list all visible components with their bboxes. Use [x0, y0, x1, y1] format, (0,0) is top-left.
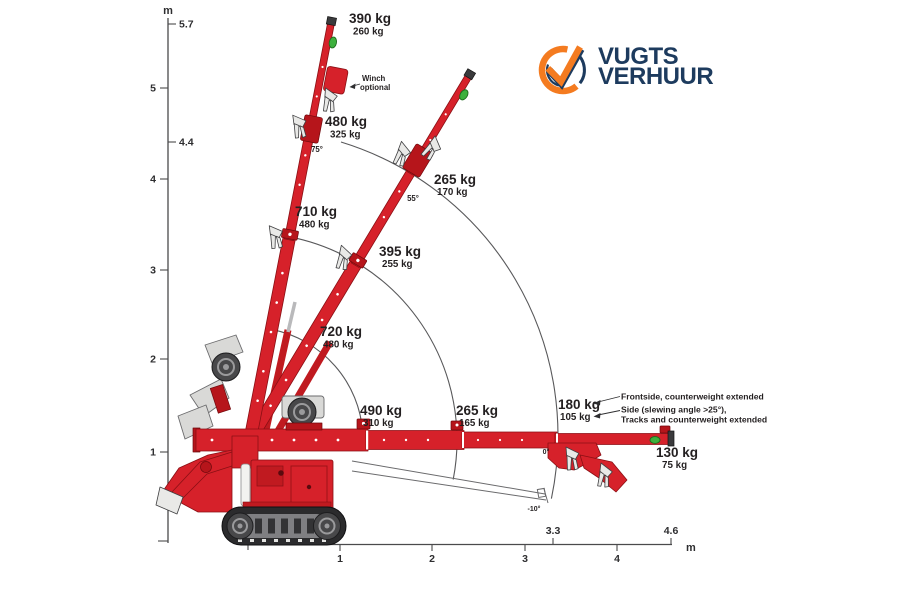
load-main-265-top: 265 kg — [434, 172, 476, 187]
angle-m10: -10° — [528, 505, 541, 513]
y-tick-3: 3 — [150, 265, 156, 277]
tracks — [221, 501, 347, 546]
winch-note: Winch optional — [349, 74, 390, 92]
x-tick-3: 3 — [522, 553, 528, 565]
logo-line1: VUGTS — [598, 43, 679, 70]
body — [250, 459, 334, 515]
x-tick-1: 1 — [337, 553, 343, 565]
y-tick-1: 1 — [150, 447, 156, 459]
load-sub-480b: 480 kg — [323, 340, 354, 351]
crane-base — [155, 435, 347, 546]
load-main-480: 480 kg — [325, 114, 367, 129]
load-main-720: 720 kg — [320, 324, 362, 339]
stowed-attachment — [177, 334, 244, 440]
vugts-verhuur-logo: VUGTS VERHUUR — [536, 40, 714, 98]
winch-note-line1: Winch — [362, 74, 386, 83]
load-main-180: 180 kg — [558, 397, 600, 412]
boom-75deg — [241, 15, 349, 443]
reach-arc-outer — [340, 141, 559, 499]
load-sub-165: 165 kg — [459, 418, 490, 429]
load-main-390: 390 kg — [349, 11, 391, 26]
load-sub-480a: 480 kg — [299, 220, 330, 231]
load-main-395: 395 kg — [379, 244, 421, 259]
load-main-490: 490 kg — [360, 403, 402, 418]
main-winch — [281, 395, 325, 431]
load-sub-260: 260 kg — [353, 27, 384, 38]
y-tick-4-4: 4.4 — [179, 137, 194, 149]
y-axis-unit: m — [163, 5, 173, 17]
y-tick-5: 5 — [150, 83, 156, 95]
y-axis: m 5.7 5 4.4 4 3 2 1 — [150, 5, 194, 543]
winch-note-line2: optional — [360, 83, 390, 92]
load-sub-255: 255 kg — [382, 259, 413, 270]
logo-line2: VERHUUR — [598, 63, 714, 90]
tip-pulley — [649, 436, 661, 444]
boom-55deg — [242, 66, 481, 446]
x-axis-unit: m — [686, 542, 696, 554]
x-tick-2: 2 — [429, 553, 435, 565]
load-sub-310: 310 kg — [363, 418, 394, 429]
y-tick-2: 2 — [150, 354, 156, 366]
winch-optional-unit — [316, 66, 349, 116]
load-main-265-low: 265 kg — [456, 403, 498, 418]
load-sub-105: 105 kg — [560, 412, 591, 423]
angle-labels: 75° 55° 0° -10° — [311, 145, 549, 513]
angle-75: 75° — [311, 145, 323, 154]
x-tick-4-6: 4.6 — [664, 525, 679, 537]
boom-head-hooks — [547, 442, 628, 493]
angle-55: 55° — [407, 194, 419, 203]
x-tick-3-3: 3.3 — [546, 525, 561, 537]
legend-frontside: Frontside, counterweight extended — [621, 392, 764, 402]
legend-side-line2: Tracks and counterweight extended — [621, 415, 767, 425]
load-sub-75: 75 kg — [662, 460, 687, 471]
column — [231, 435, 259, 507]
logo-check-icon — [538, 45, 586, 95]
angle-0: 0° — [543, 448, 550, 456]
load-main-130: 130 kg — [656, 445, 698, 460]
legend-side-line1: Side (slewing angle >25°), — [621, 405, 726, 415]
y-tick-5-7: 5.7 — [179, 19, 194, 31]
load-sub-325: 325 kg — [330, 130, 361, 141]
boom-horizontal — [192, 418, 675, 493]
legend: Frontside, counterweight extended Side (… — [593, 392, 767, 425]
boom-minus10-outline — [351, 460, 549, 504]
y-tick-4: 4 — [150, 174, 156, 186]
outrigger-foot — [155, 486, 184, 515]
x-tick-4: 4 — [614, 553, 620, 565]
load-sub-170: 170 kg — [437, 187, 468, 198]
load-labels: 390 kg 260 kg 480 kg 325 kg 710 kg 480 k… — [295, 11, 698, 471]
load-main-710: 710 kg — [295, 204, 337, 219]
